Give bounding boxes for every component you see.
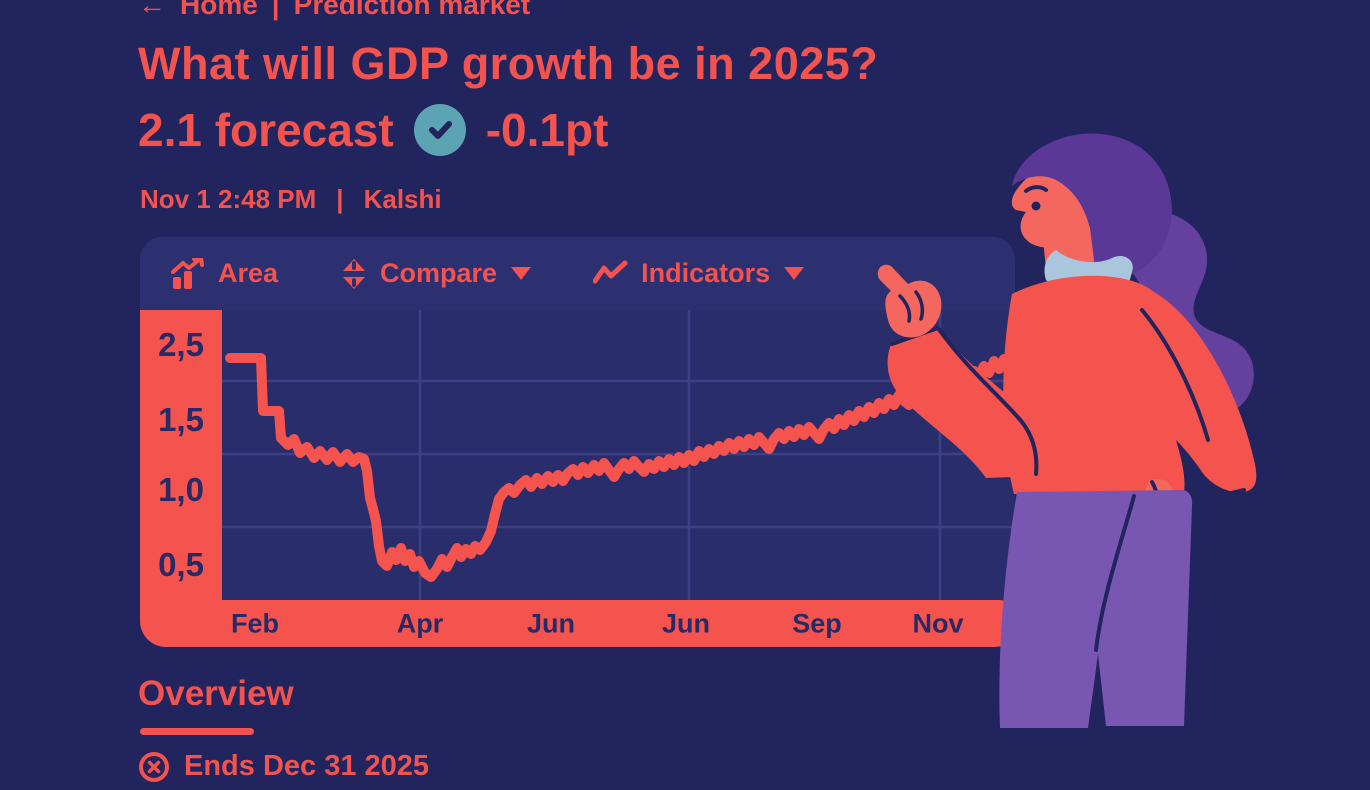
forecast-value: 2.1 forecast (138, 104, 394, 156)
x-tick-label: Sep (792, 608, 842, 638)
y-tick-label: 1,5 (158, 401, 204, 438)
x-tick-label: Feb (230, 608, 280, 638)
expiry-x-circle-icon (139, 751, 169, 782)
forecast-line-chart (222, 310, 1015, 600)
tab-overview[interactable]: Overview (138, 674, 294, 713)
woman-eyebrow (1024, 185, 1048, 193)
page-title: What will GDP growth be in 2025? (138, 38, 879, 89)
forecast-line-series (225, 353, 1015, 582)
verified-check-icon (413, 104, 466, 156)
x-tick-label: Nov (912, 608, 964, 638)
compare-label: Compare (380, 258, 498, 288)
indicators-icon (593, 260, 628, 283)
woman-torso (1003, 275, 1257, 494)
breadcrumb: ← Home | Prediction market (138, 0, 530, 21)
breadcrumb-home-link[interactable]: Home (180, 0, 258, 20)
chart-toolbar: Area Compare Indicators (140, 237, 1015, 310)
forecast-change: -0.1pt (485, 104, 609, 156)
woman-pointing-sleeve (887, 326, 1044, 478)
ends-row: Ends Dec 31 2025 (138, 750, 429, 783)
woman-pants-seam (1094, 494, 1136, 652)
compare-dropdown[interactable]: Compare (340, 257, 532, 291)
source-label[interactable]: Kalshi (363, 184, 442, 214)
woman-eye (1031, 201, 1041, 211)
area-chart-icon (171, 257, 204, 289)
woman-pointing-hand (877, 264, 942, 338)
x-tick-label: Apr (396, 608, 444, 638)
indicators-dropdown[interactable]: Indicators (593, 258, 805, 289)
y-tick-label: 0,5 (158, 546, 204, 583)
chart-card: Area Compare Indicators 2,5 1,5 1,0 0,5 (140, 237, 1015, 647)
overview-active-underline (140, 728, 254, 735)
woman-pants (999, 490, 1193, 728)
check-glyph (428, 121, 452, 139)
area-label: Area (218, 258, 279, 288)
y-tick-label: 1,0 (158, 471, 204, 508)
compare-icon (343, 258, 366, 289)
woman-arm-seam (1140, 308, 1210, 442)
forecast-row: 2.1 forecast -0.1pt (138, 103, 608, 157)
area-chart-type-button[interactable]: Area (170, 257, 279, 290)
y-tick-label: 2,5 (158, 326, 204, 363)
timestamp: Nov 1 2:48 PM (140, 184, 317, 214)
breadcrumb-section: Prediction market (293, 0, 531, 20)
chart-plot-area[interactable] (222, 310, 1015, 600)
woman-hair (1012, 133, 1172, 280)
meta-divider: | (336, 184, 344, 214)
y-axis-band: 2,5 1,5 1,0 0,5 (140, 310, 222, 600)
indicators-label: Indicators (641, 258, 771, 288)
x-tick-label: Jun (661, 608, 711, 638)
chevron-down-icon (511, 267, 532, 280)
illustration-woman (877, 133, 1257, 728)
x-tick-label: Jun (526, 608, 576, 638)
ends-label: Ends Dec 31 2025 (184, 750, 430, 782)
chevron-down-icon (784, 267, 805, 280)
x-axis-band: Feb Apr Jun Jun Sep Nov (140, 600, 1015, 647)
back-arrow-icon[interactable]: ← (138, 0, 166, 20)
breadcrumb-divider: | (271, 0, 280, 20)
woman-hand-folds (898, 290, 925, 323)
meta-row: Nov 1 2:48 PM | Kalshi (140, 184, 442, 215)
